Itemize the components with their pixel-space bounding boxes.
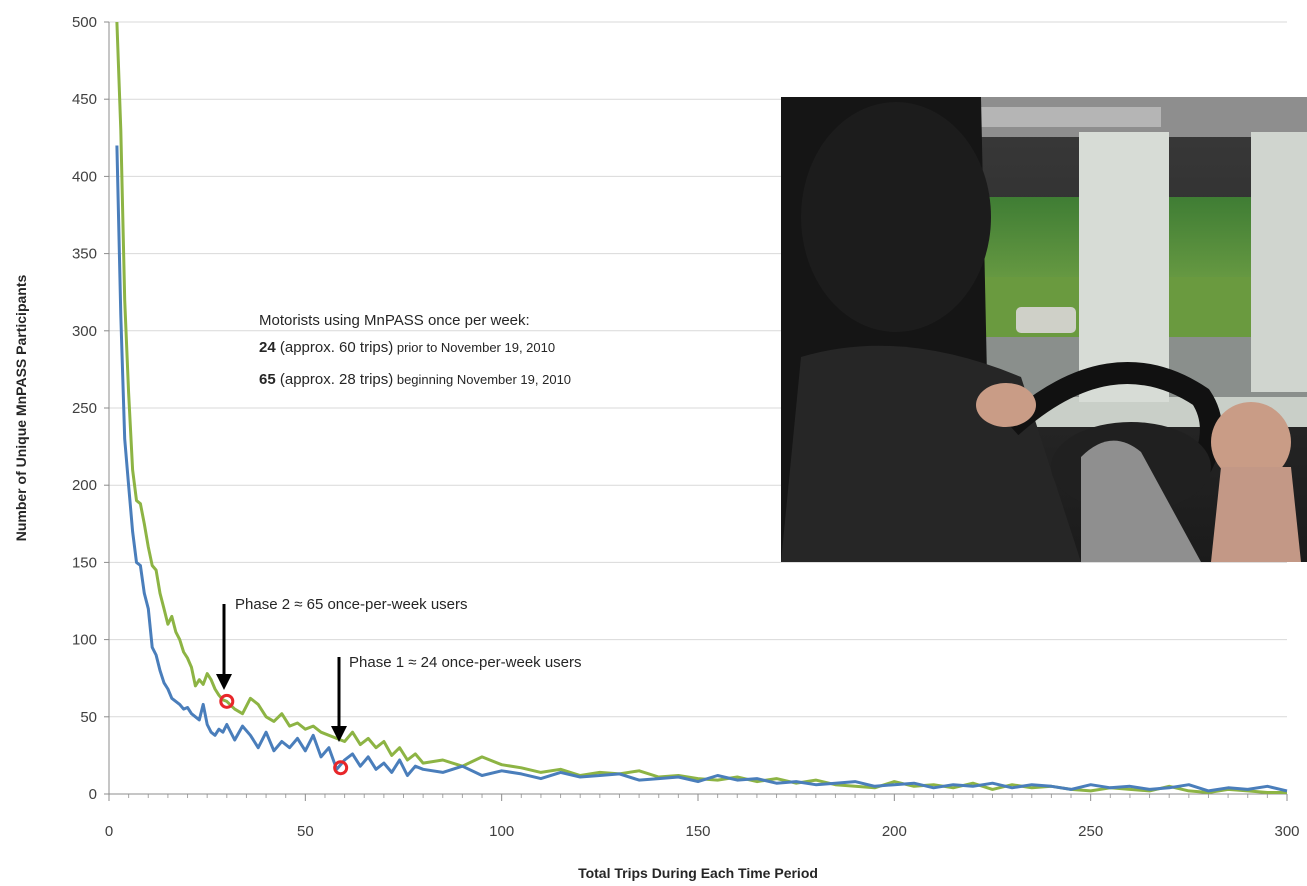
info-annotation: Motorists using MnPASS once per week: 24… (259, 312, 571, 388)
highlight-circle-marker (333, 760, 349, 776)
y-tick-label: 150 (72, 554, 97, 571)
y-tick-label: 300 (72, 323, 97, 340)
highlight-markers (219, 693, 349, 776)
x-tick-label: 300 (1274, 823, 1299, 840)
driver-photo (781, 97, 1307, 562)
tick-labels: 0 50 100 150 200 250 300 350 400 450 500 0 50 100 150 2… (72, 14, 1300, 840)
info-line-1: 24 (approx. 60 trips) prior to November … (259, 339, 555, 356)
x-tick-label: 50 (297, 823, 314, 840)
y-axis-title: Number of Unique MnPASS Participants (13, 275, 29, 542)
info-line-2-count: 65 (259, 371, 276, 388)
info-line-2-trips: (approx. 28 trips) (276, 371, 394, 388)
info-line-1-date: prior to November 19, 2010 (393, 340, 555, 355)
gridlines (109, 21, 1287, 718)
info-title: Motorists using MnPASS once per week: (259, 312, 530, 329)
y-tick-label: 450 (72, 91, 97, 108)
phase-1-callout: Phase 1 ≈ 24 once-per-week users (331, 654, 582, 742)
y-tick-label: 250 (72, 400, 97, 417)
phase-2-callout: Phase 2 ≈ 65 once-per-week users (216, 596, 468, 690)
x-tick-label: 250 (1078, 823, 1103, 840)
highlight-circle-marker (219, 693, 235, 709)
y-tick-label: 350 (72, 246, 97, 263)
y-tick-label: 400 (72, 168, 97, 185)
phase-2-arrowhead (216, 674, 232, 690)
axes (104, 21, 1288, 801)
phase-2-label: Phase 2 ≈ 65 once-per-week users (235, 596, 468, 613)
y-tick-label: 200 (72, 477, 97, 494)
phase-1-label: Phase 1 ≈ 24 once-per-week users (349, 654, 582, 671)
info-line-2-date: beginning November 19, 2010 (393, 372, 571, 387)
x-axis-title: Total Trips During Each Time Period (578, 865, 818, 881)
info-line-1-trips: (approx. 60 trips) (276, 339, 394, 356)
series-line-blue (115, 145, 1288, 793)
info-line-2: 65 (approx. 28 trips) beginning November… (259, 371, 571, 388)
x-tick-label: 200 (882, 823, 907, 840)
x-tick-label: 0 (105, 823, 113, 840)
y-tick-label: 50 (80, 709, 97, 726)
y-tick-label: 500 (72, 14, 97, 31)
y-tick-label: 100 (72, 632, 97, 649)
phase-1-arrowhead (331, 726, 347, 742)
series-line-green (115, 21, 1287, 794)
y-tick-label: 0 (89, 786, 97, 803)
series-lines (115, 21, 1288, 794)
x-tick-label: 150 (685, 823, 710, 840)
info-line-1-count: 24 (259, 339, 276, 356)
x-tick-label: 100 (489, 823, 514, 840)
